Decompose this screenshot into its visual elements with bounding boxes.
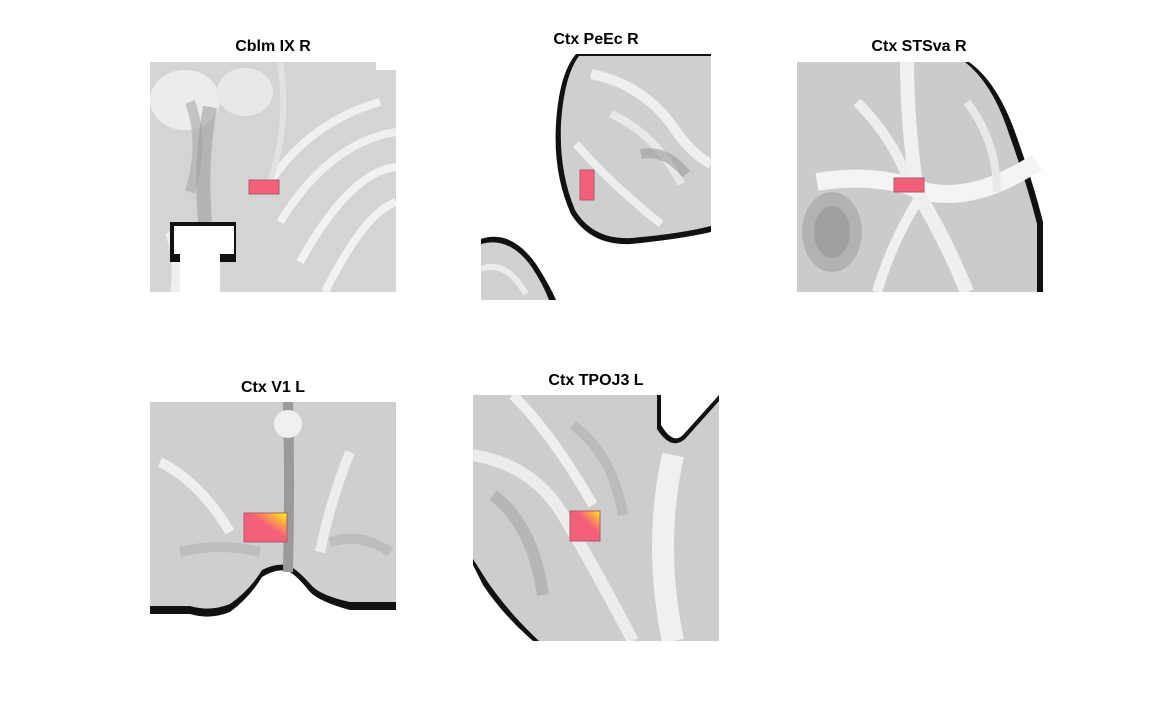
brain-slice-cblm-ix-r (150, 62, 396, 292)
brain-slice-ctx-tpoj3-l (473, 395, 719, 641)
panel-title-ctx-peec-r: Ctx PeEc R (553, 31, 639, 48)
brain-slice-ctx-v1-l (150, 402, 396, 620)
brain-slice-ctx-peec-r (481, 54, 711, 300)
panel-title-ctx-tpoj3-l: Ctx TPOJ3 L (548, 372, 644, 389)
panel-title-ctx-stsva-r: Ctx STSva R (871, 38, 967, 55)
brain-slice-ctx-stsva-r (797, 62, 1043, 292)
panel-title-ctx-v1-l: Ctx V1 L (240, 379, 306, 396)
panel-title-cblm-ix-r: Cblm IX R (235, 38, 311, 55)
